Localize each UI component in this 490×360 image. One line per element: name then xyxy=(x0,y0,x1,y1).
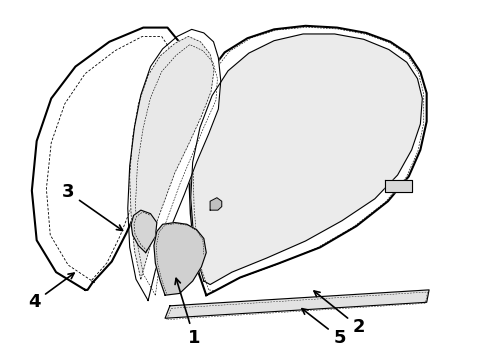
Polygon shape xyxy=(131,210,157,253)
Polygon shape xyxy=(154,222,206,295)
Text: 3: 3 xyxy=(62,183,122,230)
Text: 1: 1 xyxy=(175,278,200,347)
Polygon shape xyxy=(191,34,422,284)
Text: 4: 4 xyxy=(28,273,74,311)
Text: 2: 2 xyxy=(314,291,365,336)
Polygon shape xyxy=(210,198,222,210)
Polygon shape xyxy=(128,30,221,301)
Polygon shape xyxy=(165,290,429,318)
Polygon shape xyxy=(32,28,184,290)
Text: 5: 5 xyxy=(302,309,346,347)
Polygon shape xyxy=(189,26,427,295)
Polygon shape xyxy=(130,36,214,279)
Polygon shape xyxy=(386,180,412,192)
